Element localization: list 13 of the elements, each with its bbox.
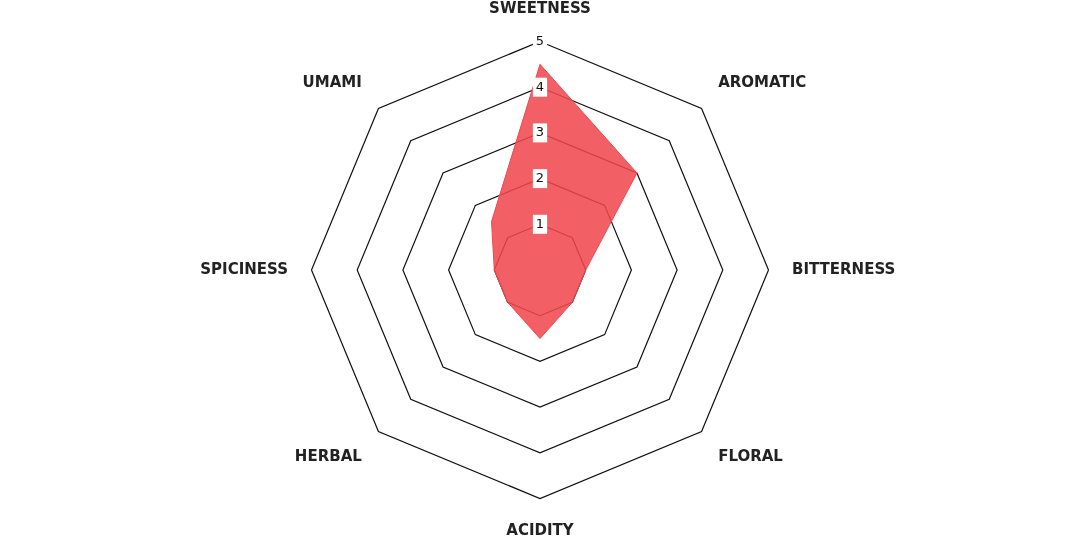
spoke-label: SWEETNESS <box>489 0 591 17</box>
spoke-label: FLORAL <box>718 447 784 466</box>
spoke-label: UMAMI <box>302 72 362 91</box>
y-tick-label: 1 <box>535 215 545 231</box>
spoke-label: BITTERNESS <box>792 259 896 278</box>
spoke-label: ACIDITY <box>506 520 575 539</box>
spoke-label: SPICINESS <box>200 259 288 278</box>
y-tick-label: 3 <box>535 124 545 140</box>
y-tick-label: 5 <box>535 32 545 48</box>
spoke-label: HERBAL <box>294 447 363 466</box>
spoke-label: AROMATIC <box>718 72 807 91</box>
y-tick-label: 4 <box>535 78 545 94</box>
y-tick-label: 2 <box>535 169 545 185</box>
